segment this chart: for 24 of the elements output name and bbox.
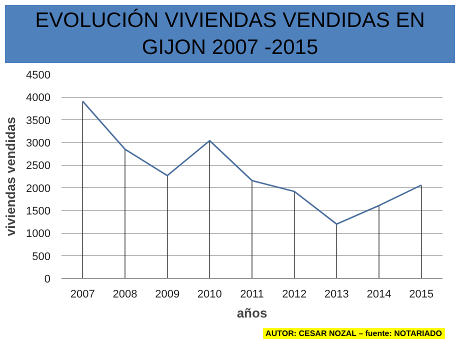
x-axis-title: años <box>236 306 268 320</box>
x-tick-label: 2008 <box>112 288 138 300</box>
y-tick-label: 1000 <box>26 228 51 240</box>
x-tick-label: 2013 <box>324 288 349 300</box>
x-tick-label: 2007 <box>70 288 95 300</box>
y-axis-title: viviendas vendidas <box>3 116 18 236</box>
x-tick-label: 2010 <box>197 288 222 300</box>
y-tick-label: 4000 <box>26 92 51 104</box>
y-tick-label: 2000 <box>26 182 51 195</box>
line-series <box>82 100 422 225</box>
text: AUTOR: CESAR NOZAL – fuente: NOTARIADO <box>262 328 445 339</box>
x-tick-label: 2012 <box>282 288 307 300</box>
y-tick-label: 500 <box>32 250 51 263</box>
x-tick-label: 2014 <box>366 288 392 300</box>
y-tick-label: 3500 <box>26 114 51 127</box>
y-tick-label: 4500 <box>26 70 51 82</box>
y-tick-label: 2500 <box>26 160 51 172</box>
x-tick-label: 2009 <box>155 288 180 300</box>
y-tick-label: 1500 <box>26 206 51 218</box>
y-tick-label: 3000 <box>26 138 51 150</box>
y-tick-label: 0 <box>44 274 51 286</box>
chart-title: EVOLUCIÓN VIVIENDAS VENDIDAS EN GIJON 2007 -2015 <box>5 7 455 61</box>
x-tick-label: 2015 <box>409 288 434 300</box>
x-tick-label: 2011 <box>240 288 264 300</box>
